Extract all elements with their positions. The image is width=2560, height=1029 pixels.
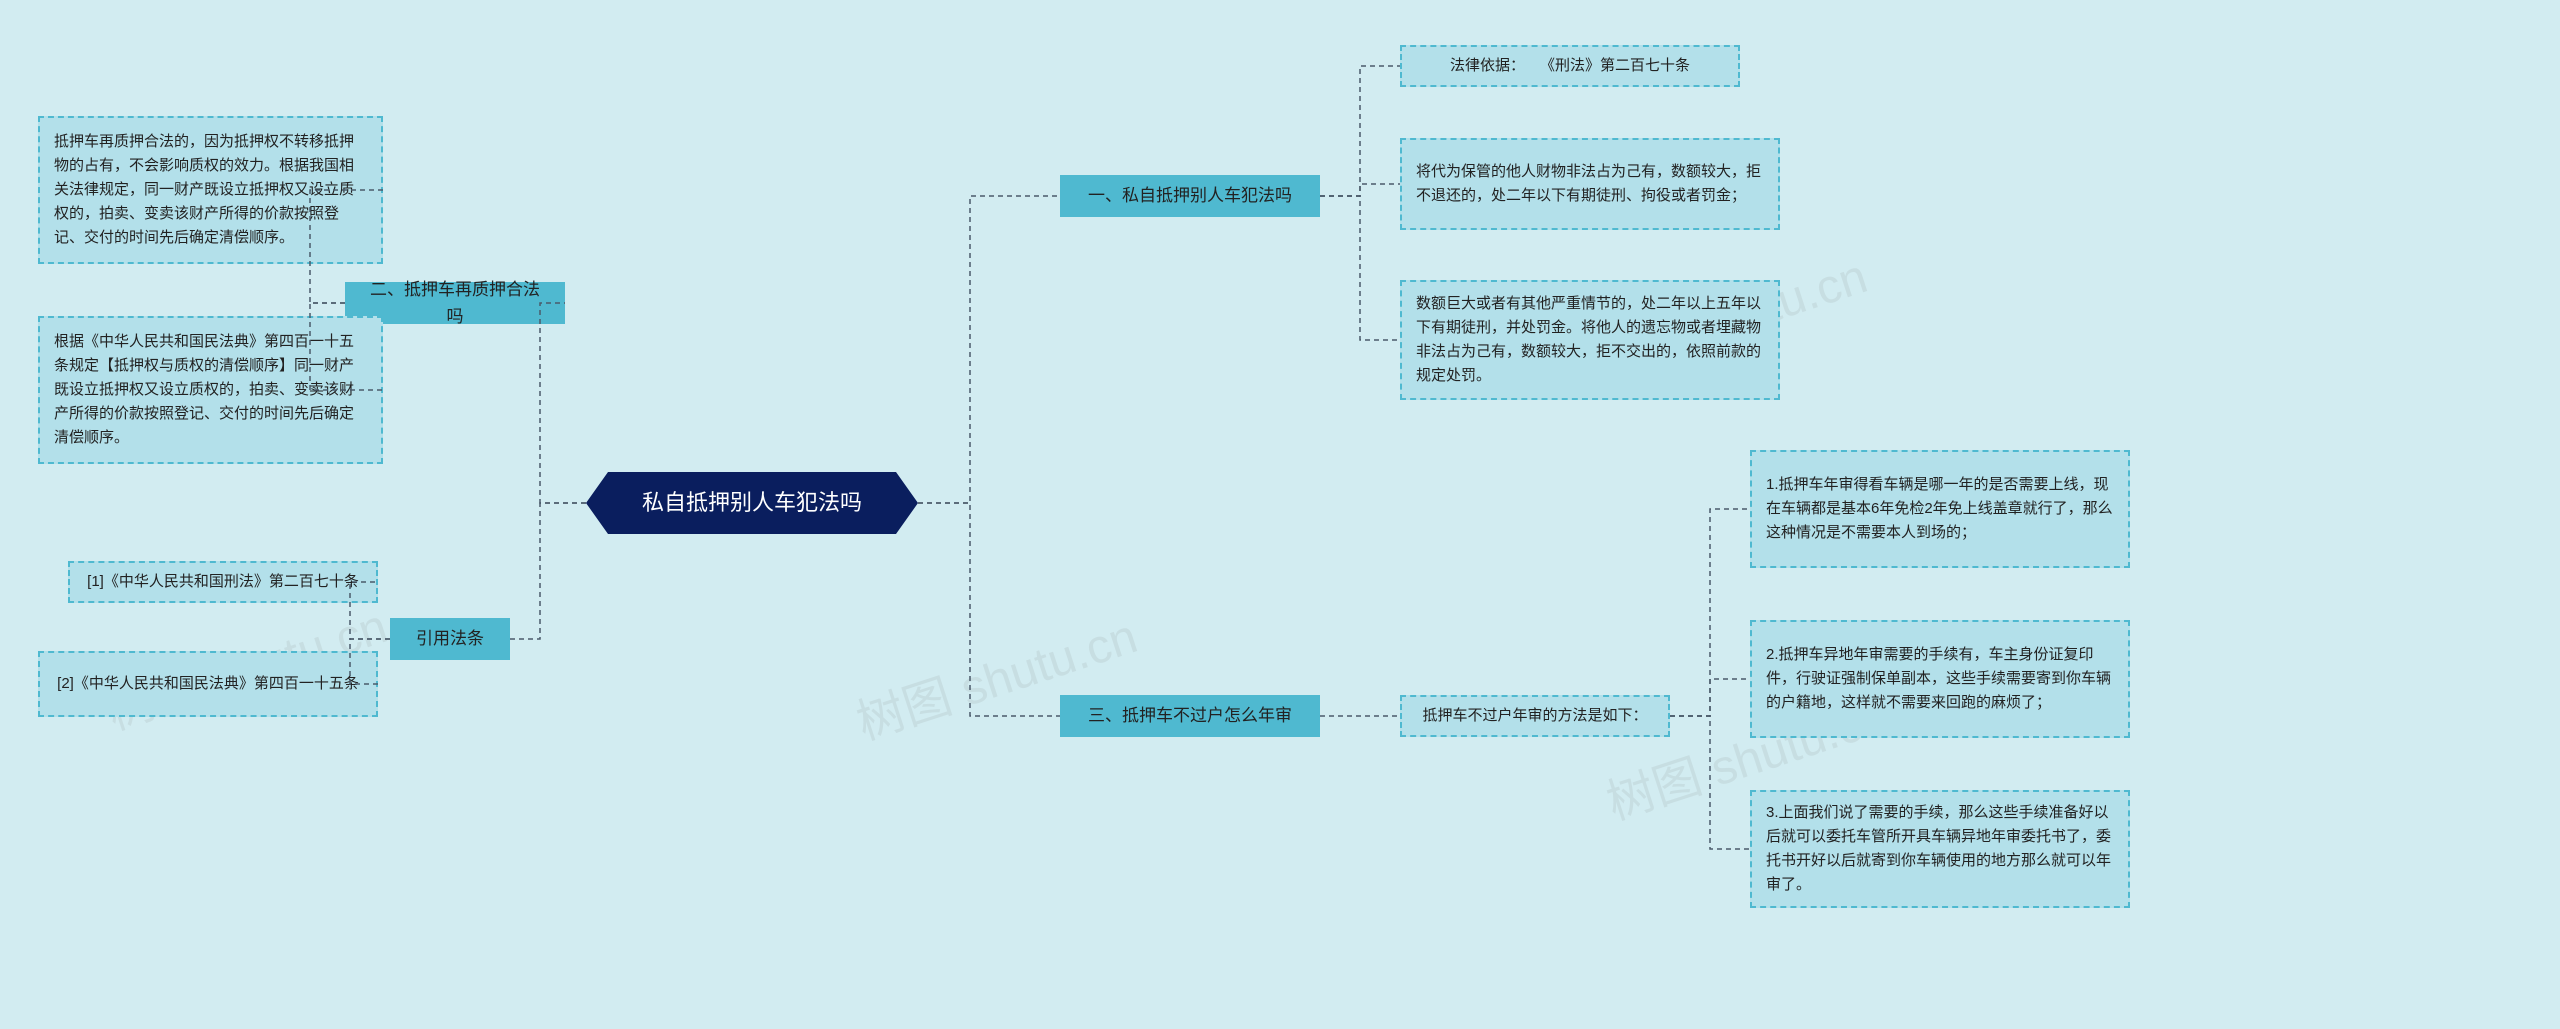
leaf-r2-1: 2.抵押车异地年审需要的手续有，车主身份证复印件，行驶证强制保单副本，这些手续需…: [1750, 620, 2130, 738]
leaf-l1-1: 根据《中华人民共和国民法典》第四百一十五条规定【抵押权与质权的清偿顺序】同一财产…: [38, 316, 383, 464]
leaf-r1-1: 将代为保管的他人财物非法占为己有，数额较大，拒不退还的，处二年以下有期徒刑、拘役…: [1400, 138, 1780, 230]
leaf-r2-mid: 抵押车不过户年审的方法是如下：: [1400, 695, 1670, 737]
branch-right2: 三、抵押车不过户怎么年审: [1060, 695, 1320, 737]
branch-right1: 一、私自抵押别人车犯法吗: [1060, 175, 1320, 217]
leaf-r2-0: 1.抵押车年审得看车辆是哪一年的是否需要上线，现在车辆都是基本6年免检2年免上线…: [1750, 450, 2130, 568]
leaf-r1-0: 法律依据： 《刑法》第二百七十条: [1400, 45, 1740, 87]
leaf-r1-2: 数额巨大或者有其他严重情节的，处二年以上五年以下有期徒刑，并处罚金。将他人的遗忘…: [1400, 280, 1780, 400]
branch-left2: 引用法条: [390, 618, 510, 660]
leaf-l2-0: [1]《中华人民共和国刑法》第二百七十条: [68, 561, 378, 603]
leaf-r2-2: 3.上面我们说了需要的手续，那么这些手续准备好以后就可以委托车管所开具车辆异地年…: [1750, 790, 2130, 908]
leaf-l2-1: [2]《中华人民共和国民法典》第四百一十五条: [38, 651, 378, 717]
leaf-l1-0: 抵押车再质押合法的，因为抵押权不转移抵押物的占有，不会影响质权的效力。根据我国相…: [38, 116, 383, 264]
root-node: 私自抵押别人车犯法吗: [608, 472, 896, 534]
connectors: [0, 0, 2560, 1029]
